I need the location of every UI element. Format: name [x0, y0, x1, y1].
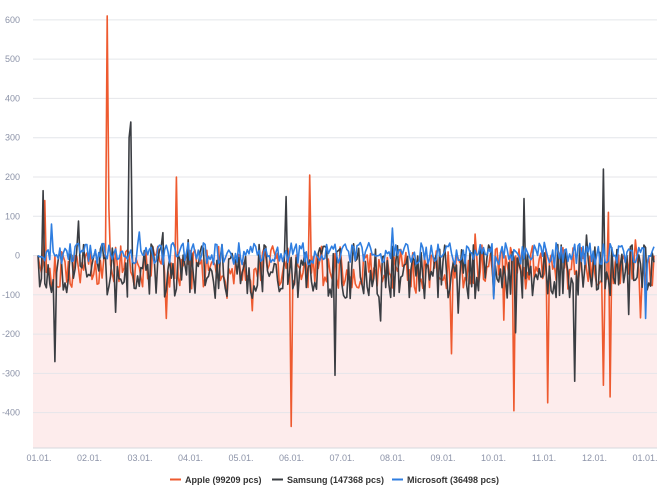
legend-item[interactable]: Microsoft (36498 pcs) [392, 475, 499, 485]
y-tick-label: 500 [5, 54, 20, 64]
x-tick-label: 12.01. [582, 453, 607, 463]
y-tick-label: -200 [2, 329, 20, 339]
x-tick-label: 01.01. [26, 453, 51, 463]
x-tick-label: 11.01. [532, 453, 556, 463]
y-tick-label: 0 [15, 251, 20, 261]
y-tick-label: -300 [2, 368, 20, 378]
grid-lines [33, 19, 657, 449]
series-lines [37, 15, 655, 428]
x-tick-label: 05.01. [228, 453, 253, 463]
x-tick-label: 07.01. [329, 453, 354, 463]
legend: Apple (99209 pcs) Samsung (147368 pcs) Mic… [170, 475, 499, 485]
x-tick-label: 03.01. [127, 453, 152, 463]
series-line-microsoft [37, 223, 655, 320]
y-tick-label: 600 [5, 15, 20, 25]
x-axis-tick-labels: 01.01. 02.01. 03.01. 04.01. 05.01. 06.01. 07.0… [26, 453, 657, 463]
legend-label: Apple (99209 pcs) [185, 475, 262, 485]
x-tick-label: 06.01. [279, 453, 304, 463]
legend-label: Samsung (147368 pcs) [287, 475, 384, 485]
legend-item[interactable]: Samsung (147368 pcs) [272, 475, 384, 485]
x-tick-label: 08.01. [380, 453, 405, 463]
x-tick-label: 10.01. [481, 453, 506, 463]
x-tick-label: 02.01. [77, 453, 102, 463]
x-tick-label: 01.01. [632, 453, 657, 463]
series-line-samsung [37, 121, 655, 382]
y-tick-label: -100 [2, 290, 20, 300]
y-tick-label: -400 [2, 408, 20, 418]
x-tick-label: 04.01. [178, 453, 203, 463]
x-tick-label: 09.01. [430, 453, 455, 463]
y-tick-label: 200 [5, 172, 20, 182]
legend-item[interactable]: Apple (99209 pcs) [170, 475, 262, 485]
y-tick-label: 400 [5, 93, 20, 103]
y-tick-label: 100 [5, 211, 20, 221]
y-tick-label: 300 [5, 133, 20, 143]
legend-label: Microsoft (36498 pcs) [407, 475, 499, 485]
y-axis-tick-labels: 600 500 400 300 200 100 0 -100 -200 -300 -400 [2, 15, 20, 418]
